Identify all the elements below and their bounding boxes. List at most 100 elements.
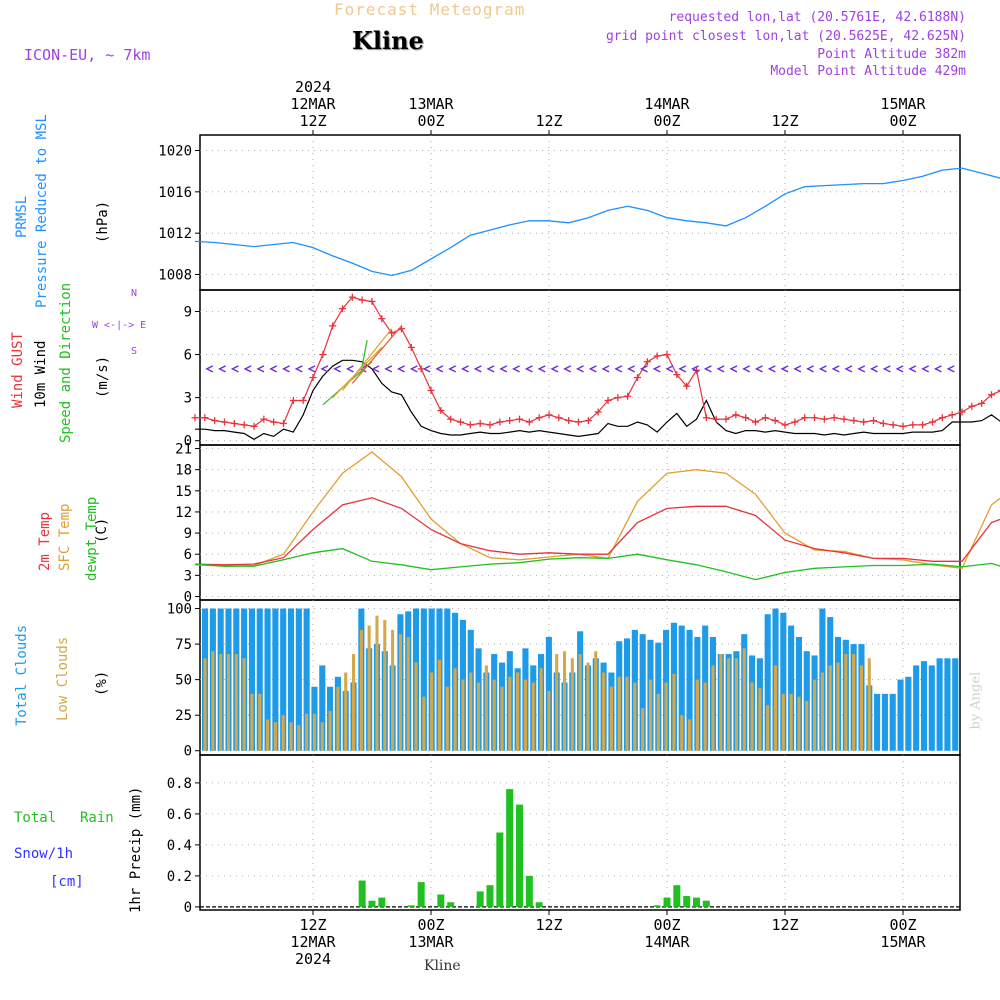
low-cloud-bar (523, 679, 527, 751)
low-cloud-bar (766, 705, 770, 751)
low-cloud-bar (242, 658, 246, 751)
wind-direction-arrow (563, 365, 572, 373)
wind-direction-arrow (486, 365, 495, 373)
wind-direction-arrow (371, 365, 380, 373)
total-cloud-bar (272, 608, 279, 751)
total-cloud-bar (444, 608, 451, 751)
panel-frame-precip (199, 754, 961, 911)
wind-direction-arrow (307, 365, 316, 373)
wind-direction-arrow (933, 365, 942, 373)
wind-direction-arrow (473, 365, 482, 373)
low-cloud-bar (226, 654, 231, 751)
chart-title: Forecast Meteogram (334, 0, 526, 19)
wind-direction-arrow (665, 365, 674, 373)
pressure-unit: (hPa) (95, 200, 111, 243)
low-cloud-bar (484, 665, 488, 751)
ytick-label-temperature: 3 (184, 568, 192, 584)
wind-direction-arrow (601, 365, 610, 373)
total-cloud-bar (944, 658, 951, 751)
low-cloud-bar (656, 693, 660, 751)
precip-unit: 1hr Precip (mm) (128, 786, 144, 913)
total-cloud-bar (319, 665, 326, 751)
top-axis-date: 14MAR (644, 95, 690, 113)
low-cloud-bar (406, 636, 410, 751)
low-cloud-bar (602, 672, 606, 751)
wind-direction-arrow (588, 365, 597, 373)
wind-direction-arrow (882, 365, 891, 373)
low-cloud-bar (391, 629, 395, 751)
sfc-temp-line (194, 451, 1000, 570)
low-cloud-bar (281, 715, 285, 751)
low-cloud-bar (289, 722, 293, 751)
compass-n: N (131, 288, 138, 299)
pressure-label-prmsl: PRMSL (14, 195, 30, 238)
bottom-axis-year: 2024 (295, 950, 331, 968)
total-cloud-bar (686, 629, 693, 751)
wind-direction-arrow (844, 365, 853, 373)
low-cloud-bar (781, 693, 785, 751)
wind-direction-arrow (831, 365, 840, 373)
top-axis-hour: 00Z (417, 112, 444, 130)
ytick-label-precip: 0.8 (167, 776, 192, 792)
model-altitude: Model Point Altitude 429m (770, 64, 966, 79)
low-cloud-bar (273, 722, 277, 751)
total-cloud-bar (780, 612, 787, 751)
rain-bar (693, 897, 700, 907)
ytick-label-pressure: 1016 (158, 185, 192, 201)
total-cloud-bar (280, 608, 287, 751)
total-cloud-bar (913, 665, 920, 751)
rain-bar (437, 894, 445, 907)
wind-direction-arrow (243, 365, 252, 373)
wind-direction-arrow (895, 365, 904, 373)
wind-direction-arrow (422, 365, 431, 373)
total-cloud-bar (303, 608, 310, 751)
total-cloud-bar (264, 608, 271, 751)
total-cloud-bar (295, 608, 302, 751)
location-title: Kline (352, 26, 424, 55)
wind-direction-arrow (512, 365, 520, 373)
rain-bar (702, 900, 710, 907)
low-cloud-bar (516, 672, 520, 751)
low-cloud-bar (711, 665, 715, 751)
wind-strong-arrow (341, 328, 393, 391)
low-cloud-bar (750, 682, 754, 751)
total-cloud-bar (881, 693, 888, 751)
low-cloud-bar (734, 658, 738, 751)
wind-direction-arrow (384, 365, 393, 373)
gridpoint-coords: grid point closest lon,lat (20.5625E, 42… (605, 29, 966, 44)
ytick-label-pressure: 1012 (158, 226, 192, 242)
low-cloud-bar (867, 658, 871, 751)
low-cloud-bar (508, 676, 512, 751)
bottom-axis-hour: 12Z (771, 916, 798, 934)
low-cloud-bar (680, 715, 684, 751)
low-cloud-bar (383, 619, 387, 751)
low-cloud-bar (328, 710, 332, 751)
ytick-label-temperature: 9 (184, 526, 192, 542)
compass-s: S (131, 346, 138, 357)
dewpoint-line (194, 547, 1000, 581)
wind-direction-arrow (575, 365, 584, 373)
precip-cm-label: [cm] (50, 874, 84, 890)
footer-location: Kline (424, 958, 461, 974)
bottom-axis-date: 14MAR (644, 933, 690, 951)
bottom-axis-date: 15MAR (880, 933, 926, 951)
total-cloud-bar (287, 608, 295, 751)
wind-speed-dir-label: Speed and Direction (58, 282, 74, 443)
rain-bar (358, 880, 366, 907)
total-clouds-label: Total Clouds (14, 624, 30, 726)
ytick-label-temperature: 0 (184, 589, 192, 605)
low-cloud-bar (805, 700, 809, 751)
wind-direction-arrow (448, 365, 457, 373)
pressure-label-full: Pressure Reduced to MSL (34, 114, 50, 308)
low-cloud-bar (773, 665, 778, 751)
low-cloud-bar (477, 682, 481, 751)
precip-total-label: Total (14, 810, 57, 826)
total-cloud-bar (420, 608, 427, 751)
rain-bar (476, 891, 484, 907)
low-cloud-bar (844, 654, 848, 751)
ytick-label-wind: 3 (184, 391, 192, 407)
wind-direction-arrow (806, 365, 814, 373)
low-cloud-bar (570, 658, 574, 751)
ytick-label-wind: 6 (184, 348, 192, 364)
